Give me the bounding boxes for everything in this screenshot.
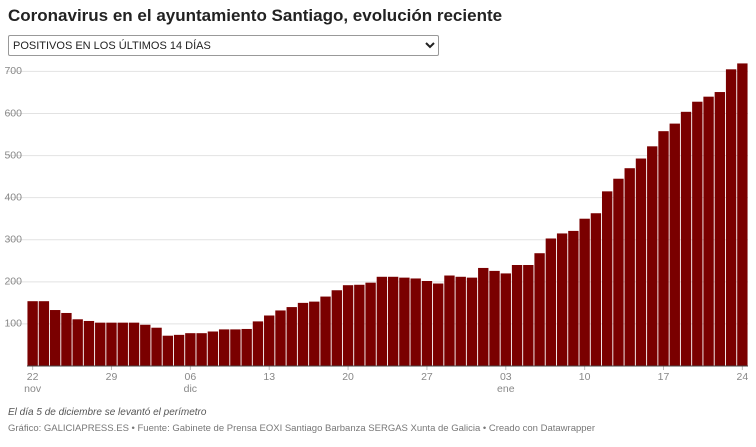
metric-dropdown[interactable]: POSITIVOS EN LOS ÚLTIMOS 14 DÍAS (8, 35, 439, 56)
bar (173, 334, 185, 366)
bar (692, 101, 703, 366)
bar (27, 301, 38, 366)
x-tick-label: 17 (658, 371, 670, 383)
bar (331, 290, 342, 366)
x-tick-label: 22 (27, 371, 39, 383)
bar (297, 302, 309, 366)
x-tick-label: 06 (185, 371, 197, 383)
chart-title: Coronavirus en el ayuntamiento Santiago,… (8, 6, 503, 25)
bar (72, 319, 83, 366)
bar (433, 283, 444, 366)
bar (410, 278, 421, 366)
bar (714, 92, 726, 366)
x-tick-label: 20 (342, 371, 354, 383)
bar (680, 111, 692, 366)
x-month-label: ene (497, 383, 515, 395)
bar (264, 315, 275, 366)
y-tick-label: 300 (4, 234, 22, 246)
y-tick-label: 700 (4, 65, 22, 77)
bar (286, 307, 297, 366)
bar (556, 233, 568, 366)
bar (568, 230, 579, 366)
chart-note: El día 5 de diciembre se levantó el perí… (8, 407, 207, 418)
bar (49, 310, 61, 366)
bar (478, 267, 489, 366)
bar (252, 321, 264, 366)
bar (624, 168, 635, 366)
bar (455, 276, 466, 366)
bar (703, 96, 714, 367)
bar (669, 123, 680, 366)
bar (117, 322, 128, 366)
bar (185, 333, 196, 366)
x-tick-label: 10 (579, 371, 591, 383)
bar (376, 276, 388, 366)
bar (151, 327, 162, 366)
bar (128, 322, 140, 366)
x-month-label: dic (184, 383, 197, 395)
y-tick-label: 500 (4, 149, 22, 161)
bar (466, 277, 478, 366)
bar (38, 301, 50, 366)
x-tick-label: 24 (737, 371, 749, 383)
bar (534, 253, 545, 366)
x-month-label: nov (24, 383, 42, 395)
bar (545, 238, 557, 366)
bar (309, 301, 320, 366)
bar (106, 322, 117, 366)
bar (399, 277, 410, 366)
bar (737, 63, 748, 366)
bar (511, 265, 523, 366)
bar (444, 275, 455, 366)
bar (387, 276, 399, 366)
bar (601, 191, 613, 366)
bar (218, 329, 230, 366)
bar (275, 310, 286, 366)
bar (162, 335, 174, 366)
bar (613, 178, 624, 366)
x-tick-label: 03 (500, 371, 512, 383)
bar (196, 333, 207, 366)
bar (635, 158, 647, 366)
y-tick-label: 100 (4, 318, 22, 330)
bar (365, 282, 376, 366)
bar (140, 324, 151, 366)
bar (241, 328, 252, 366)
x-tick-label: 13 (263, 371, 275, 383)
bar (230, 329, 241, 366)
bar (725, 69, 737, 366)
bar (61, 312, 72, 366)
bar (320, 296, 331, 366)
bar (95, 322, 106, 366)
chart-footer: Gráfico: GALICIAPRESS.ES • Fuente: Gabin… (8, 423, 595, 434)
y-tick-label: 600 (4, 107, 22, 119)
x-tick-label: 27 (421, 371, 433, 383)
bar (207, 331, 219, 366)
y-tick-label: 200 (4, 276, 22, 288)
bar (647, 146, 658, 366)
bar (658, 131, 669, 366)
bar (83, 320, 95, 366)
bar (354, 284, 365, 366)
y-tick-label: 400 (4, 191, 22, 203)
bar (579, 218, 590, 366)
bar (500, 273, 511, 366)
bar (342, 285, 354, 366)
bar (489, 270, 500, 366)
x-tick-label: 29 (106, 371, 118, 383)
bar (421, 280, 433, 366)
bar (590, 213, 602, 366)
bar (523, 265, 534, 366)
